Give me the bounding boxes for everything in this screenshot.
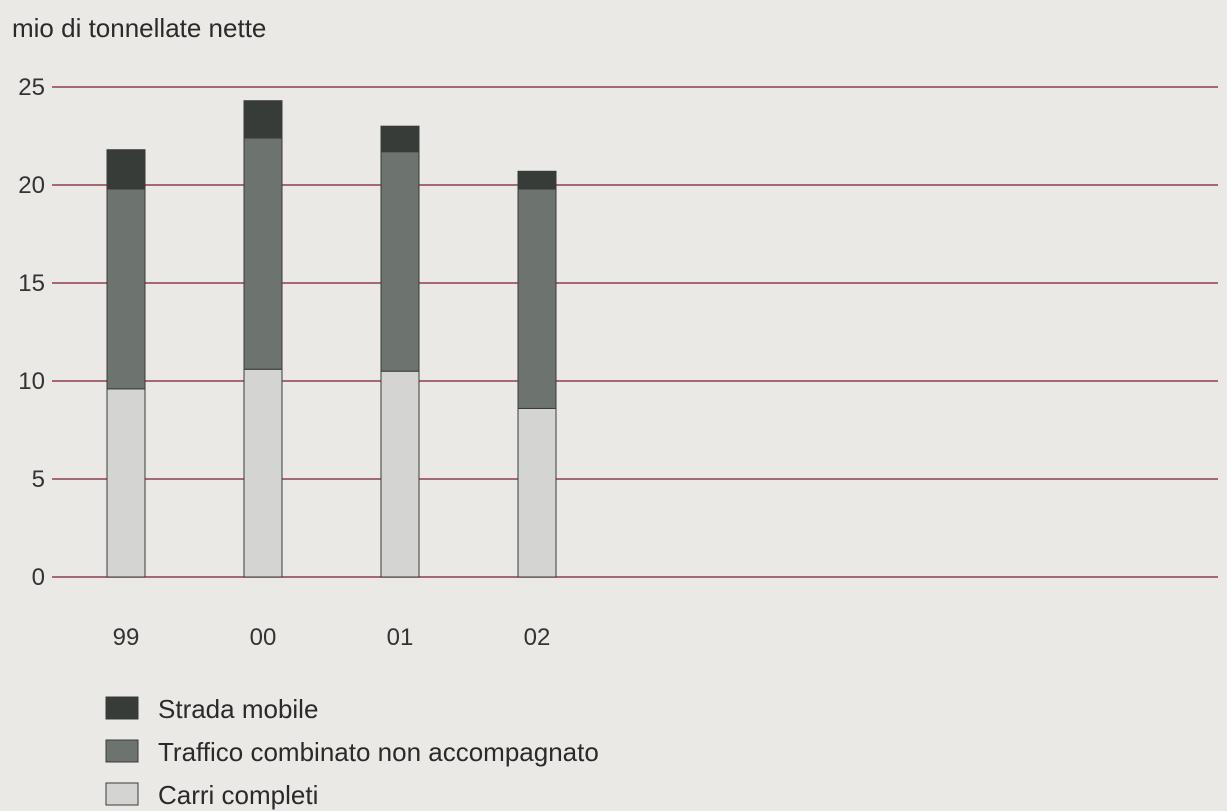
y-tick-label: 25 — [18, 74, 45, 101]
bar-segment — [517, 188, 557, 409]
y-tick-label: 10 — [18, 368, 45, 395]
y-tick-labels: 0 5 10 15 20 25 — [18, 74, 45, 591]
category-label: 99 — [113, 624, 140, 651]
y-tick-label: 15 — [18, 270, 45, 297]
bar-segment — [106, 388, 146, 578]
bar-segment — [106, 188, 146, 390]
bar-segment — [243, 368, 283, 578]
category-label: 00 — [250, 624, 277, 651]
y-tick-label: 5 — [32, 466, 45, 493]
legend-swatch — [105, 739, 139, 763]
legend-label: Traffico combinato non accompagnato — [158, 737, 599, 767]
y-tick-label: 0 — [32, 564, 45, 591]
category-label: 02 — [524, 624, 551, 651]
y-tick-label: 20 — [18, 172, 45, 199]
y-axis-label: mio di tonnellate nette — [12, 13, 266, 43]
bar-segment — [380, 125, 420, 153]
bar-segment — [243, 137, 283, 370]
bar-segment — [243, 100, 283, 139]
bar-segment — [380, 370, 420, 578]
legend-swatch — [105, 782, 139, 806]
legend-swatch — [105, 696, 139, 720]
legend-label: Carri completi — [158, 780, 318, 810]
category-label: 01 — [387, 624, 414, 651]
gridlines — [52, 86, 1218, 578]
legend-label: Strada mobile — [158, 694, 318, 724]
bar-segment — [106, 149, 146, 190]
bar-segment — [517, 407, 557, 578]
category-labels: 99 00 01 02 — [113, 624, 551, 651]
legend: Strada mobile Traffico combinato non acco… — [105, 694, 599, 810]
bars — [106, 100, 557, 578]
bar-segment — [517, 170, 557, 190]
bar-segment — [380, 151, 420, 372]
